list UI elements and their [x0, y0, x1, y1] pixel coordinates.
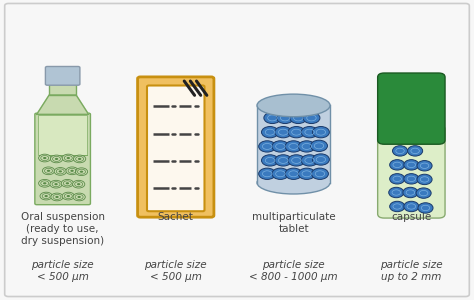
- Circle shape: [70, 170, 74, 172]
- Ellipse shape: [257, 94, 330, 117]
- Text: particle size
up to 2 mm: particle size up to 2 mm: [380, 260, 443, 282]
- Ellipse shape: [303, 112, 320, 124]
- Ellipse shape: [416, 188, 431, 198]
- Ellipse shape: [288, 127, 305, 138]
- FancyBboxPatch shape: [5, 4, 469, 296]
- Bar: [38, 115, 87, 155]
- Ellipse shape: [262, 127, 278, 138]
- Circle shape: [80, 171, 83, 173]
- Text: multiparticulate
tablet: multiparticulate tablet: [252, 212, 336, 234]
- Ellipse shape: [288, 155, 305, 166]
- Ellipse shape: [390, 174, 405, 184]
- Ellipse shape: [285, 168, 302, 179]
- Circle shape: [51, 193, 63, 201]
- Circle shape: [40, 192, 52, 200]
- Circle shape: [65, 182, 69, 184]
- Circle shape: [45, 195, 48, 197]
- Ellipse shape: [298, 168, 315, 179]
- Circle shape: [66, 157, 70, 159]
- FancyBboxPatch shape: [35, 113, 91, 205]
- Ellipse shape: [390, 201, 405, 212]
- Circle shape: [55, 158, 58, 160]
- Ellipse shape: [417, 174, 432, 184]
- Ellipse shape: [275, 127, 292, 138]
- Circle shape: [42, 167, 55, 175]
- Circle shape: [55, 183, 58, 185]
- Ellipse shape: [275, 155, 292, 166]
- Ellipse shape: [264, 112, 281, 124]
- Text: particle size
< 500 μm: particle size < 500 μm: [145, 260, 207, 282]
- Ellipse shape: [312, 154, 329, 165]
- Circle shape: [75, 168, 88, 176]
- Circle shape: [59, 170, 62, 172]
- Ellipse shape: [272, 141, 289, 152]
- FancyBboxPatch shape: [147, 85, 204, 211]
- Circle shape: [54, 167, 66, 175]
- Ellipse shape: [290, 112, 307, 124]
- Ellipse shape: [311, 168, 328, 179]
- Ellipse shape: [257, 171, 330, 194]
- Text: Oral suspension
(ready to use,
dry suspension): Oral suspension (ready to use, dry suspe…: [21, 212, 105, 246]
- Text: particle size
< 800 - 1000 μm: particle size < 800 - 1000 μm: [249, 260, 338, 282]
- Ellipse shape: [392, 146, 408, 156]
- Circle shape: [38, 154, 51, 162]
- Circle shape: [50, 155, 63, 163]
- Ellipse shape: [277, 112, 293, 124]
- Bar: [257, 105, 330, 183]
- Circle shape: [73, 193, 85, 201]
- Ellipse shape: [310, 140, 328, 152]
- Ellipse shape: [262, 155, 278, 166]
- Circle shape: [77, 183, 81, 185]
- Circle shape: [77, 196, 81, 198]
- Ellipse shape: [403, 187, 418, 198]
- Ellipse shape: [301, 155, 318, 166]
- Ellipse shape: [390, 160, 405, 170]
- Ellipse shape: [312, 127, 329, 138]
- Circle shape: [73, 155, 86, 163]
- Circle shape: [66, 195, 70, 197]
- FancyBboxPatch shape: [137, 77, 214, 217]
- Ellipse shape: [404, 201, 419, 212]
- Ellipse shape: [417, 160, 432, 171]
- Circle shape: [43, 182, 46, 184]
- Ellipse shape: [301, 127, 318, 138]
- Text: capsule: capsule: [391, 212, 431, 222]
- Text: Sachet: Sachet: [158, 212, 194, 222]
- Circle shape: [78, 158, 82, 160]
- Circle shape: [73, 180, 85, 188]
- Ellipse shape: [408, 146, 423, 156]
- Circle shape: [61, 179, 73, 187]
- Circle shape: [62, 154, 74, 162]
- Ellipse shape: [404, 160, 419, 170]
- Circle shape: [62, 192, 74, 200]
- Ellipse shape: [298, 141, 315, 152]
- Circle shape: [43, 157, 46, 159]
- FancyBboxPatch shape: [378, 73, 445, 144]
- Circle shape: [55, 196, 59, 198]
- Ellipse shape: [285, 141, 302, 152]
- FancyBboxPatch shape: [378, 125, 445, 218]
- Text: particle size
< 500 μm: particle size < 500 μm: [31, 260, 94, 282]
- Circle shape: [38, 179, 51, 187]
- Ellipse shape: [404, 174, 419, 184]
- Ellipse shape: [272, 168, 289, 179]
- Circle shape: [66, 167, 78, 175]
- Circle shape: [50, 180, 62, 188]
- Bar: [49, 83, 76, 95]
- Circle shape: [47, 170, 50, 172]
- FancyBboxPatch shape: [46, 67, 80, 85]
- Ellipse shape: [259, 168, 276, 179]
- Ellipse shape: [259, 141, 276, 152]
- Ellipse shape: [389, 187, 404, 198]
- Polygon shape: [36, 95, 89, 114]
- Ellipse shape: [418, 203, 433, 213]
